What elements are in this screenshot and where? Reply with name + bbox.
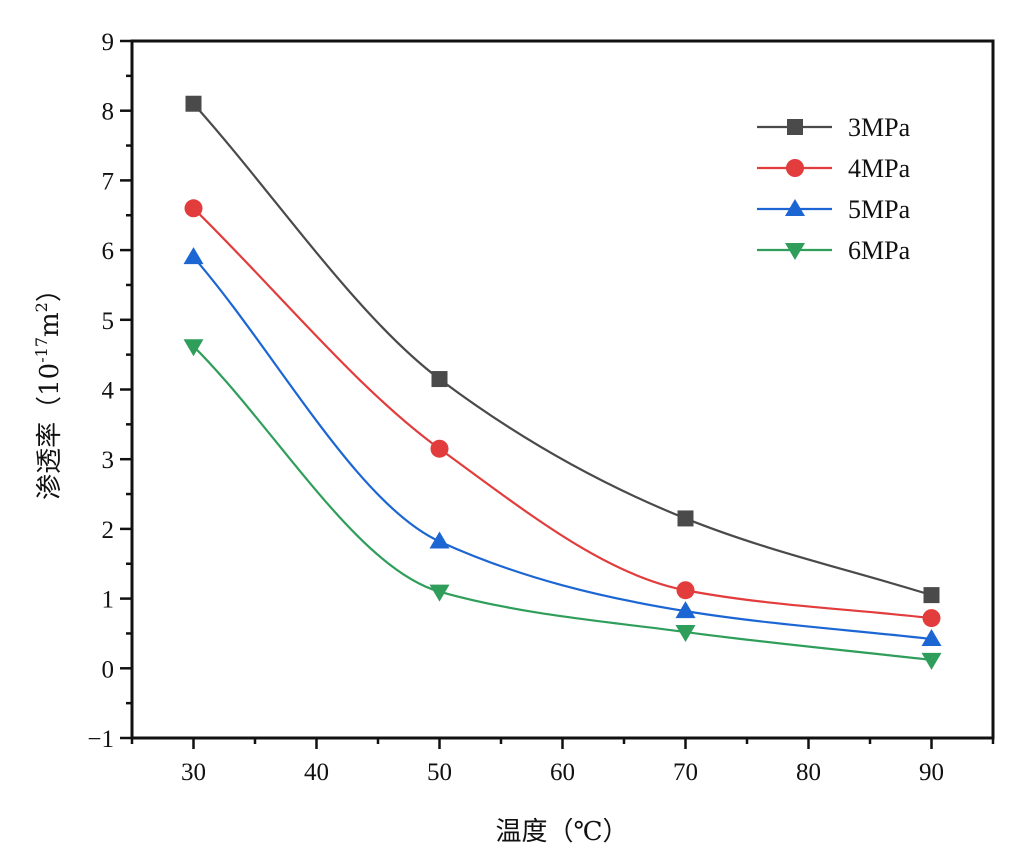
y-tick-label: 6 [102, 238, 115, 265]
data-point-3mpa [185, 95, 202, 112]
data-point-5mpa [921, 629, 942, 647]
data-point-4mpa [184, 199, 203, 218]
x-tick-label: 50 [427, 759, 452, 786]
y-axis-title-close: ） [35, 276, 65, 302]
x-axis-title: 温度（℃） [495, 817, 628, 847]
x-tick-label: 70 [673, 759, 698, 786]
legend-label-3mpa: 3MPa [848, 113, 911, 142]
data-point-6mpa [183, 339, 204, 357]
legend-item-5mpa: 5MPa [757, 195, 911, 224]
legend-marker-6mpa [785, 243, 805, 260]
plot-frame [130, 39, 995, 740]
legend-label-4mpa: 4MPa [848, 154, 911, 183]
x-tick-label: 80 [796, 759, 821, 786]
data-point-3mpa [431, 371, 448, 388]
y-axis: −1 0 1 2 3 4 5 6 7 8 9 [87, 29, 132, 753]
legend-marker-3mpa [787, 119, 803, 135]
y-tick-label: 7 [102, 168, 115, 195]
series-6mpa [183, 339, 942, 670]
data-point-5mpa [183, 247, 204, 265]
series-line-4mpa [192, 207, 932, 620]
y-tick-label: 8 [102, 99, 115, 126]
series-line-5mpa [192, 256, 932, 641]
x-axis: 30 40 50 60 70 80 90 [130, 738, 995, 786]
y-axis-title: 渗透率（10-17m2） [32, 276, 65, 500]
series-line-6mpa [192, 345, 932, 662]
legend-label-5mpa: 5MPa [848, 195, 911, 224]
data-point-5mpa [429, 531, 450, 549]
data-point-6mpa [675, 625, 696, 643]
data-point-3mpa [923, 587, 940, 604]
series-line-3mpa [192, 102, 932, 597]
svg-text:渗透率（10-17m2）: 渗透率（10-17m2） [32, 276, 65, 500]
x-tick-label: 90 [919, 759, 944, 786]
data-point-3mpa [677, 510, 694, 527]
y-axis-title-main: 渗透率（10 [35, 363, 65, 500]
series-3mpa [185, 95, 940, 604]
y-tick-label: 4 [102, 378, 115, 405]
y-tick-label: 1 [102, 587, 115, 614]
legend-marker-4mpa [786, 159, 804, 177]
y-axis-title-exp: -17 [32, 337, 51, 363]
x-tick-label: 40 [304, 759, 329, 786]
y-tick-label: 3 [102, 447, 115, 474]
data-point-5mpa [675, 601, 696, 619]
y-tick-label: 5 [102, 308, 115, 335]
series-5mpa [183, 247, 942, 647]
legend-item-4mpa: 4MPa [757, 154, 911, 183]
y-tick-label: 9 [102, 29, 115, 56]
x-tick-label: 30 [181, 759, 206, 786]
y-tick-label: 0 [102, 656, 115, 683]
data-point-4mpa [676, 581, 695, 600]
y-axis-title-unit-exp: 2 [32, 302, 51, 312]
y-tick-label: −1 [87, 726, 114, 753]
y-tick-label: 2 [102, 517, 115, 544]
data-point-4mpa [922, 609, 941, 628]
data-point-4mpa [430, 439, 449, 458]
series-layer [183, 95, 942, 670]
legend-label-6mpa: 6MPa [848, 236, 911, 265]
legend-marker-5mpa [785, 199, 805, 216]
x-tick-label: 60 [550, 759, 575, 786]
legend-item-6mpa: 6MPa [757, 236, 911, 265]
y-axis-title-unit: m [35, 312, 65, 337]
data-point-6mpa [429, 584, 450, 602]
legend-item-3mpa: 3MPa [757, 113, 911, 142]
series-4mpa [184, 199, 941, 628]
data-point-6mpa [921, 652, 942, 670]
legend: 3MPa 4MPa 5MPa 6MPa [757, 113, 911, 265]
